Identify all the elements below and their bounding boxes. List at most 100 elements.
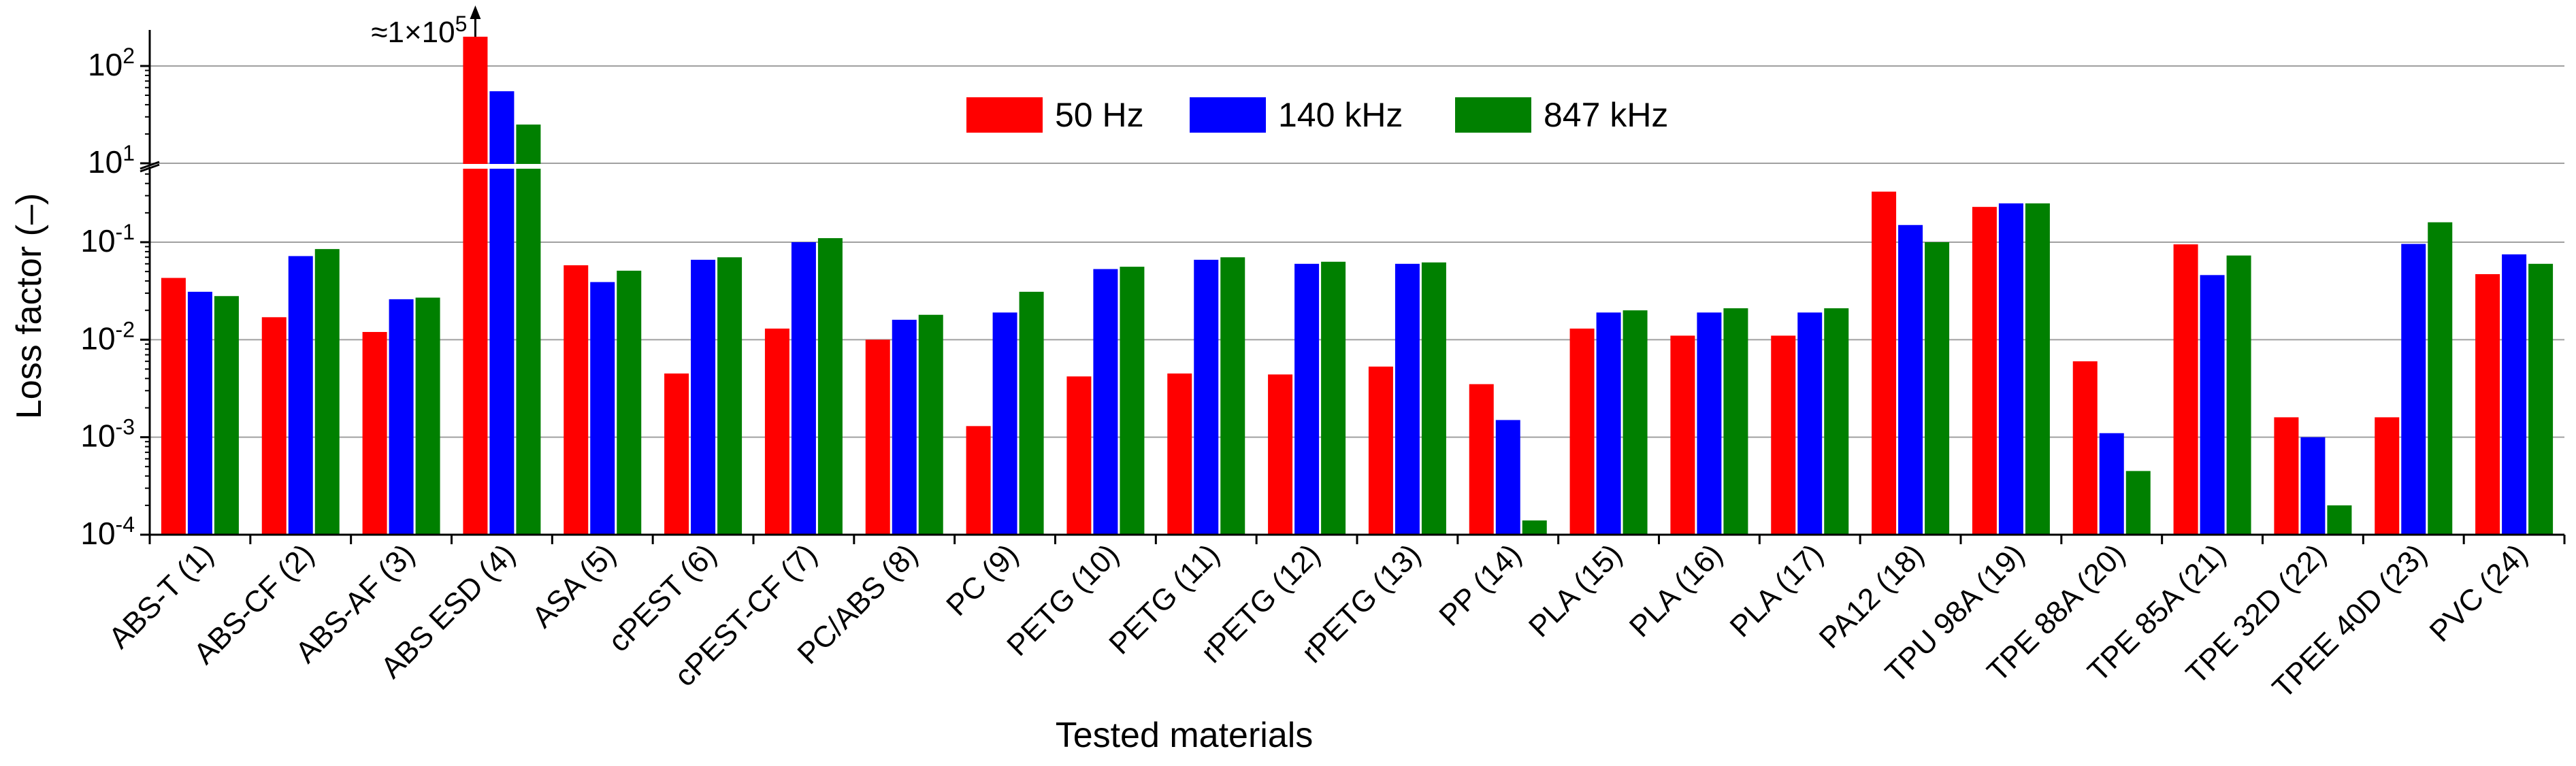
x-tick-labels: ABS-T (1)ABS-CF (2)ABS-AF (3)ABS ESD (4)…: [103, 537, 2534, 705]
bar-847-khz-tpe-88a-20: [2125, 471, 2151, 535]
bar-140-khz-tpu-98a-19: [1998, 203, 2023, 535]
x-category-label: PLA (17): [1724, 537, 1830, 644]
bar-50-hz-pla-17: [1771, 335, 1796, 535]
bar-847-khz-pc-9: [1019, 291, 1044, 535]
bar-847-khz-pp-14: [1522, 520, 1547, 535]
legend-label-140-khz: 140 kHz: [1278, 96, 1403, 134]
y-tick-labels: 10-4 10-3 10-2 10-1 101 102: [80, 44, 135, 551]
bar-50-hz-cpest-6: [664, 373, 689, 535]
legend-label-50-hz: 50 Hz: [1055, 96, 1144, 134]
bar-847-khz-pla-16: [1723, 308, 1748, 535]
bars-group: [161, 36, 2554, 535]
bar-140-khz-pvc-24: [2502, 254, 2527, 535]
bar-50-hz-tpe-85a-21: [2173, 244, 2198, 535]
bar-140-khz-abs-esd-4: [489, 91, 515, 535]
bar-140-khz-pp-14: [1495, 420, 1520, 535]
bar-847-khz-abs-t-1: [214, 296, 239, 535]
bar-847-khz-abs-cf-2: [314, 249, 340, 535]
bar-140-khz-petg-11: [1194, 259, 1219, 535]
axis-break-gap: [151, 164, 2566, 169]
bar-50-hz-abs-af-3: [362, 331, 387, 535]
bar-847-khz-cpest-6: [717, 257, 743, 535]
bar-847-khz-pa12-18: [1925, 242, 1950, 535]
bar-847-khz-tpe-85a-21: [2226, 255, 2251, 535]
legend-swatch-847-khz: [1455, 97, 1531, 133]
bar-140-khz-tpe-32d-22: [2300, 437, 2326, 535]
bar-847-khz-tpe-32d-22: [2327, 505, 2352, 535]
bar-50-hz-pla-15: [1569, 329, 1595, 535]
bar-847-khz-rpetg-12: [1321, 261, 1346, 535]
bar-50-hz-pla-16: [1670, 335, 1695, 535]
bar-140-khz-tpe-88a-20: [2099, 433, 2124, 535]
bar-847-khz-abs-esd-4: [516, 124, 541, 535]
bar-847-khz-asa-5: [617, 270, 642, 535]
bar-847-khz-tpee-40d-23: [2428, 222, 2453, 535]
y-axis-title: Loss factor (–): [10, 193, 49, 419]
bar-140-khz-pla-15: [1596, 312, 1621, 535]
bar-140-khz-abs-cf-2: [288, 256, 313, 535]
y-tick-label: 101: [88, 141, 135, 180]
bar-847-khz-abs-af-3: [415, 297, 440, 535]
bar-847-khz-pla-17: [1824, 308, 1849, 535]
x-category-label: PLA (15): [1522, 537, 1629, 644]
annotations: ≈1×105: [371, 5, 481, 49]
axes: [140, 30, 2566, 544]
bar-140-khz-pa12-18: [1898, 224, 1923, 535]
bar-140-khz-abs-t-1: [187, 291, 212, 535]
bar-847-khz-pc-abs-8: [918, 314, 943, 535]
legend-label-847-khz: 847 kHz: [1544, 96, 1668, 134]
bar-847-khz-rpetg-13: [1421, 262, 1446, 535]
legend-swatch-50-hz: [966, 97, 1043, 133]
bar-50-hz-tpe-32d-22: [2274, 417, 2299, 535]
x-category-label: ASA (5): [525, 537, 622, 634]
bar-140-khz-petg-10: [1093, 269, 1118, 535]
x-category-label: PVC (24): [2424, 537, 2534, 648]
x-category-label: PC (9): [940, 537, 1025, 622]
bar-847-khz-petg-10: [1120, 267, 1145, 535]
grid-lines: [150, 65, 2564, 438]
bar-50-hz-tpe-88a-20: [2072, 361, 2098, 535]
bar-50-hz-tpu-98a-19: [1972, 207, 1997, 535]
bar-140-khz-rpetg-12: [1294, 263, 1320, 535]
y-tick-label: 10-3: [80, 415, 135, 454]
bar-50-hz-asa-5: [564, 265, 589, 535]
bar-140-khz-pla-16: [1697, 312, 1722, 535]
bar-140-khz-pc-9: [992, 312, 1017, 535]
bar-847-khz-petg-11: [1220, 257, 1245, 535]
legend: 50 Hz 140 kHz 847 kHz: [966, 96, 1668, 134]
axis-break-mark: [140, 161, 160, 170]
x-axis-title: Tested materials: [1056, 716, 1314, 755]
bar-140-khz-cpest-cf-7: [791, 242, 816, 535]
legend-swatch-140-khz: [1190, 97, 1266, 133]
bar-50-hz-pvc-24: [2475, 273, 2500, 535]
bar-140-khz-rpetg-13: [1395, 263, 1420, 535]
bar-50-hz-pa12-18: [1872, 191, 1897, 535]
bar-50-hz-petg-10: [1066, 376, 1092, 535]
y-tick-label: 102: [88, 44, 135, 82]
overflow-arrow-head: [470, 5, 481, 19]
x-category-label: PLA (16): [1623, 537, 1729, 644]
bar-50-hz-pc-abs-8: [865, 339, 890, 535]
axis-break-mark: [140, 163, 160, 173]
bar-50-hz-tpee-40d-23: [2375, 417, 2400, 535]
x-category-label: PP (14): [1433, 537, 1528, 633]
bar-140-khz-abs-af-3: [389, 299, 414, 535]
y-tick-label: 10-1: [80, 220, 135, 259]
y-tick-label: 10-2: [80, 317, 135, 356]
y-tick-label: 10-4: [80, 512, 135, 551]
bar-140-khz-tpee-40d-23: [2401, 244, 2426, 535]
overflow-annotation-label: ≈1×105: [371, 12, 467, 49]
bar-847-khz-pvc-24: [2528, 263, 2554, 535]
bar-140-khz-pc-abs-8: [892, 320, 917, 535]
bar-847-khz-pla-15: [1623, 310, 1648, 535]
bar-847-khz-cpest-cf-7: [817, 238, 843, 535]
bar-50-hz-abs-cf-2: [261, 317, 287, 535]
bar-140-khz-tpe-85a-21: [2200, 275, 2225, 535]
bar-50-hz-pp-14: [1469, 384, 1494, 535]
bar-140-khz-pla-17: [1797, 312, 1823, 535]
bar-50-hz-rpetg-12: [1268, 374, 1293, 535]
bar-50-hz-petg-11: [1167, 373, 1192, 535]
bar-847-khz-tpu-98a-19: [2025, 203, 2050, 535]
bar-50-hz-abs-t-1: [161, 278, 186, 535]
